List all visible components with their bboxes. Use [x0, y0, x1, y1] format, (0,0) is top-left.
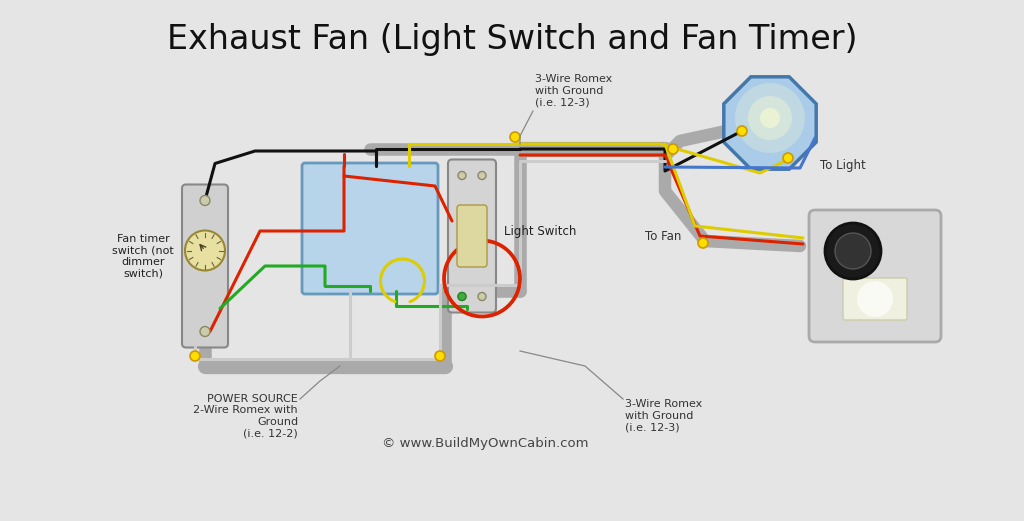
Circle shape	[748, 96, 792, 140]
Circle shape	[857, 281, 893, 317]
Circle shape	[200, 195, 210, 205]
Circle shape	[737, 126, 746, 136]
Circle shape	[200, 327, 210, 337]
Text: To Light: To Light	[820, 159, 865, 172]
Circle shape	[510, 132, 520, 142]
FancyBboxPatch shape	[447, 159, 496, 313]
Circle shape	[825, 223, 881, 279]
Text: Exhaust Fan (Light Switch and Fan Timer): Exhaust Fan (Light Switch and Fan Timer)	[167, 23, 857, 56]
FancyBboxPatch shape	[809, 210, 941, 342]
Text: © www.BuildMyOwnCabin.com: © www.BuildMyOwnCabin.com	[382, 437, 588, 450]
Circle shape	[735, 83, 805, 153]
Circle shape	[783, 153, 793, 163]
Circle shape	[458, 292, 466, 301]
Circle shape	[190, 351, 200, 361]
FancyBboxPatch shape	[182, 184, 228, 348]
FancyBboxPatch shape	[843, 278, 907, 320]
Circle shape	[478, 171, 486, 180]
Circle shape	[458, 171, 466, 180]
Circle shape	[185, 230, 225, 270]
FancyBboxPatch shape	[457, 205, 487, 267]
Text: POWER SOURCE
2-Wire Romex with
Ground
(i.e. 12-2): POWER SOURCE 2-Wire Romex with Ground (i…	[194, 393, 298, 438]
Text: 3-Wire Romex
with Ground
(i.e. 12-3): 3-Wire Romex with Ground (i.e. 12-3)	[625, 400, 702, 432]
Circle shape	[458, 292, 466, 301]
Text: 3-Wire Romex
with Ground
(i.e. 12-3): 3-Wire Romex with Ground (i.e. 12-3)	[535, 75, 612, 108]
Circle shape	[478, 292, 486, 301]
Circle shape	[760, 108, 780, 128]
Circle shape	[835, 233, 871, 269]
Circle shape	[698, 238, 708, 248]
Text: Fan timer
switch (not
dimmer
switch): Fan timer switch (not dimmer switch)	[113, 233, 174, 278]
FancyBboxPatch shape	[302, 163, 438, 294]
Circle shape	[668, 144, 678, 154]
Polygon shape	[724, 77, 816, 169]
Circle shape	[435, 351, 445, 361]
Text: To Fan: To Fan	[645, 229, 681, 242]
Text: Light Switch: Light Switch	[504, 225, 577, 238]
